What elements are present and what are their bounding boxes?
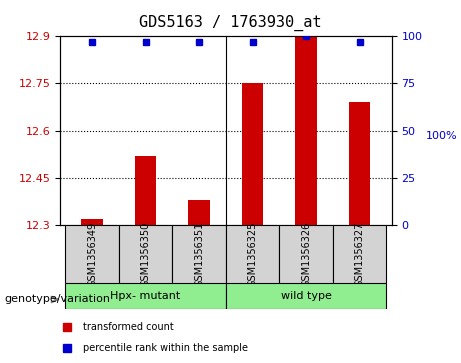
- FancyBboxPatch shape: [333, 225, 386, 283]
- FancyBboxPatch shape: [226, 225, 279, 283]
- Text: GSM1356327: GSM1356327: [355, 221, 365, 287]
- Bar: [349, 102, 371, 225]
- Bar: [242, 83, 263, 225]
- Bar: [81, 219, 103, 225]
- FancyBboxPatch shape: [172, 225, 226, 283]
- Text: GSM1356326: GSM1356326: [301, 221, 311, 287]
- Y-axis label: 100%: 100%: [426, 131, 457, 141]
- Text: percentile rank within the sample: percentile rank within the sample: [83, 343, 248, 354]
- Text: Hpx- mutant: Hpx- mutant: [111, 291, 181, 301]
- Text: GSM1356350: GSM1356350: [141, 221, 151, 287]
- FancyBboxPatch shape: [226, 283, 386, 309]
- Text: GSM1356349: GSM1356349: [87, 221, 97, 287]
- FancyBboxPatch shape: [119, 225, 172, 283]
- Text: GSM1356325: GSM1356325: [248, 221, 258, 287]
- Text: GSM1356351: GSM1356351: [194, 221, 204, 287]
- Bar: [189, 200, 210, 225]
- FancyBboxPatch shape: [65, 225, 119, 283]
- Text: transformed count: transformed count: [83, 322, 174, 332]
- Text: wild type: wild type: [281, 291, 331, 301]
- Bar: [296, 36, 317, 225]
- Bar: [135, 156, 156, 225]
- FancyBboxPatch shape: [279, 225, 333, 283]
- Text: GDS5163 / 1763930_at: GDS5163 / 1763930_at: [139, 15, 322, 31]
- FancyBboxPatch shape: [65, 283, 226, 309]
- Text: genotype/variation: genotype/variation: [5, 294, 111, 305]
